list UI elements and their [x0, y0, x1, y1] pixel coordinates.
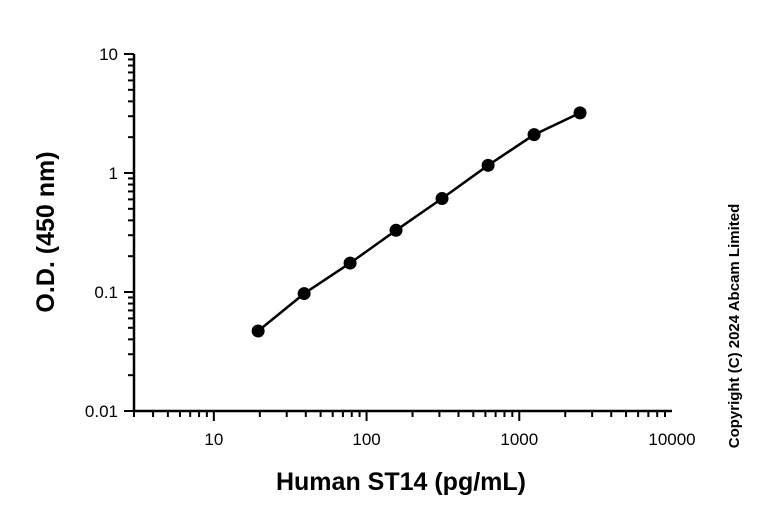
- x-tick-label: 10000: [648, 430, 695, 449]
- y-tick-label: 1: [109, 164, 118, 183]
- fit-curve: [257, 111, 581, 332]
- y-axis-title: O.D. (450 nm): [32, 151, 60, 312]
- y-tick-label: 0.01: [85, 402, 118, 421]
- x-tick-label: 1000: [500, 430, 538, 449]
- x-axis-title: Human ST14 (pg/mL): [276, 468, 526, 496]
- axes: [132, 54, 672, 413]
- x-tick-label: 100: [352, 430, 380, 449]
- data-point: [527, 128, 541, 142]
- data-point: [481, 158, 495, 172]
- y-tick-label: 0.1: [94, 283, 118, 302]
- copyright-notice: Copyright (C) 2024 Abcam Limited: [726, 204, 743, 448]
- data-point: [297, 287, 311, 301]
- data-point: [573, 106, 587, 120]
- ticks: 10 100 1000 10000 0.01 0.1 1 10: [85, 45, 696, 449]
- data-point: [435, 192, 449, 206]
- data-points: [251, 106, 587, 338]
- y-tick-label: 10: [99, 45, 118, 64]
- data-point: [251, 324, 265, 338]
- data-point: [343, 256, 357, 270]
- x-tick-label: 10: [204, 430, 223, 449]
- data-point: [389, 223, 403, 237]
- curve: [257, 111, 581, 332]
